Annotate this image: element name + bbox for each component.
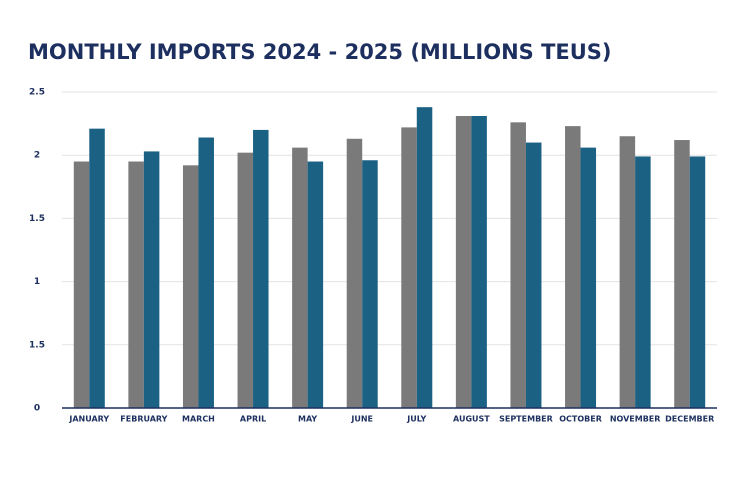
bar [182, 165, 199, 408]
bar [307, 161, 324, 408]
bar [198, 137, 214, 408]
x-tick-label: MAY [298, 415, 317, 424]
x-tick-label: NOVEMBER [610, 415, 661, 424]
bar [143, 151, 160, 408]
x-tick-label: OCTOBER [559, 415, 602, 424]
x-tick-label: FEBRUARY [120, 415, 167, 424]
bar [565, 126, 581, 409]
bar [471, 116, 487, 409]
x-tick-label: MARCH [182, 415, 215, 424]
y-tick-label: 1 [34, 277, 40, 287]
y-tick-label: 1.5 [29, 214, 45, 224]
bar [237, 152, 254, 408]
bar [416, 107, 433, 408]
bar [253, 129, 269, 409]
x-tick-label: JANUARY [68, 415, 109, 424]
x-tick-label: JULY [406, 415, 426, 424]
x-tick-label: SEPTEMBER [499, 415, 553, 424]
bar [362, 160, 378, 408]
bar [510, 122, 526, 408]
chart-title: MONTHLY IMPORTS 2024 - 2025 (MILLIONS TE… [28, 40, 612, 64]
x-tick-label: DECEMBER [665, 415, 714, 424]
bar [292, 147, 308, 408]
x-tick-label: JUNE [350, 415, 373, 424]
bar [674, 140, 690, 409]
bar [455, 116, 472, 409]
bar [401, 127, 417, 408]
bar [580, 147, 597, 408]
bar [525, 142, 542, 408]
bar [128, 161, 144, 408]
bar [73, 161, 90, 408]
bar [619, 136, 636, 409]
bar [89, 128, 105, 408]
bar [346, 138, 363, 408]
y-tick-label: 2 [34, 151, 40, 161]
x-tick-label: APRIL [240, 415, 266, 424]
y-tick-label: 0 [34, 404, 40, 414]
y-tick-label: 1.5 [29, 340, 45, 350]
y-tick-label: 2.5 [29, 88, 45, 98]
x-tick-label: AUGUST [453, 415, 490, 424]
bar [689, 156, 706, 408]
bar [635, 156, 651, 408]
